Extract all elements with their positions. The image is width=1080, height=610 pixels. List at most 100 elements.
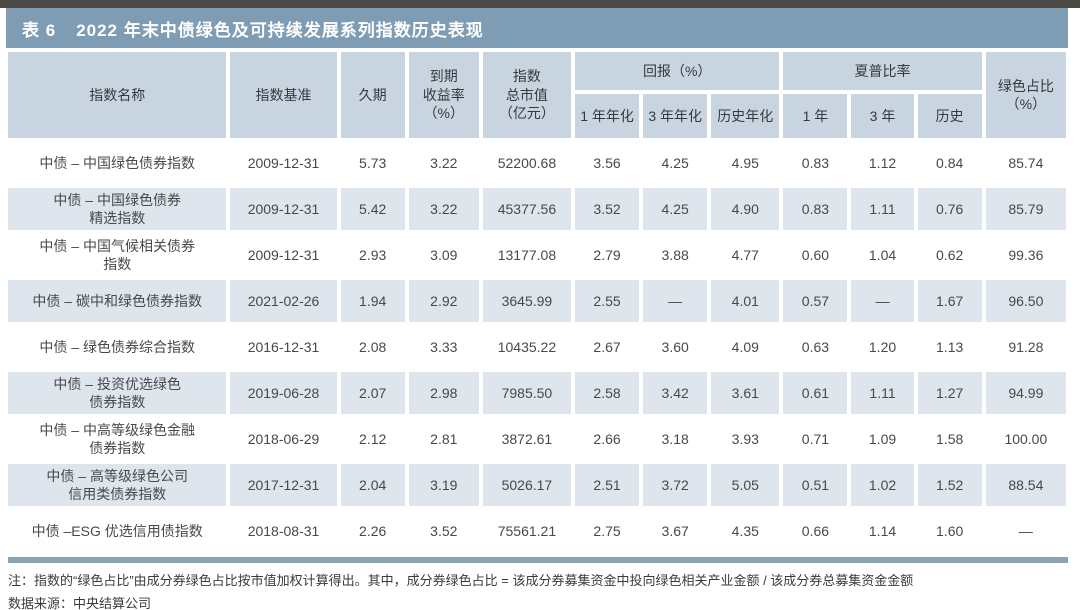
col-header-return-3y: 3 年年化 [643,94,708,138]
cell-sharpe-1y: 0.83 [783,188,848,230]
col-group-return: 回报（%） [575,52,780,90]
cell-sharpe-3y: 1.14 [851,510,914,552]
cell-market-value: 45377.56 [482,188,571,230]
cell-return-3y: 3.88 [643,234,708,276]
cell-sharpe-hist: 1.52 [917,464,982,506]
cell-duration: 2.04 [340,464,405,506]
col-group-sharpe: 夏普比率 [783,52,982,90]
cell-sharpe-1y: 0.83 [783,142,848,184]
cell-base-date: 2018-08-31 [230,510,337,552]
table-row: 中债 – 投资优选绿色 债券指数 2019-06-28 2.07 2.98 79… [8,372,1066,414]
header-row-groups: 指数名称 指数基准 久期 到期 收益率 （%） 指数 总市值 （亿元） 回报（%… [8,52,1066,138]
col-header-market-value: 指数 总市值 （亿元） [482,52,571,138]
cell-sharpe-hist: 0.84 [917,142,982,184]
cell-index-name: 中债 – 碳中和绿色债券指数 [8,280,227,322]
cell-green-ratio: 85.74 [985,142,1066,184]
cell-sharpe-3y: 1.12 [851,142,914,184]
cell-return-3y: 3.72 [643,464,708,506]
cell-ytm: 2.92 [408,280,479,322]
col-header-return-1y: 1 年年化 [575,94,640,138]
cell-sharpe-3y: 1.02 [851,464,914,506]
cell-return-hist: 5.05 [711,464,780,506]
cell-return-1y: 3.56 [575,142,640,184]
cell-sharpe-hist: 0.62 [917,234,982,276]
cell-market-value: 13177.08 [482,234,571,276]
cell-green-ratio: — [985,510,1066,552]
cell-base-date: 2019-06-28 [230,372,337,414]
cell-market-value: 10435.22 [482,326,571,368]
table-number-label: 表 6 [22,20,57,40]
cell-sharpe-3y: 1.04 [851,234,914,276]
cell-return-hist: 3.61 [711,372,780,414]
cell-sharpe-3y: — [851,280,914,322]
cell-duration: 5.42 [340,188,405,230]
cell-ytm: 3.09 [408,234,479,276]
cell-sharpe-1y: 0.60 [783,234,848,276]
table-bottom-rule [8,557,1068,563]
cell-return-1y: 3.52 [575,188,640,230]
cell-sharpe-3y: 1.11 [851,372,914,414]
col-header-green-ratio: 绿色占比 （%） [985,52,1066,138]
table-footnotes: 注：指数的“绿色占比”由成分券绿色占比按市值加权计算得出。其中，成分券绿色占比 … [8,570,1066,610]
cell-ytm: 3.19 [408,464,479,506]
cell-return-hist: 4.01 [711,280,780,322]
cell-sharpe-hist: 1.27 [917,372,982,414]
cell-return-hist: 4.90 [711,188,780,230]
cell-base-date: 2009-12-31 [230,142,337,184]
col-header-sharpe-1y: 1 年 [783,94,848,138]
cell-sharpe-1y: 0.66 [783,510,848,552]
cell-index-name: 中债 – 高等级绿色公司 信用类债券指数 [8,464,227,506]
col-header-duration: 久期 [340,52,405,138]
cell-market-value: 3872.61 [482,418,571,460]
cell-base-date: 2018-06-29 [230,418,337,460]
cell-duration: 5.73 [340,142,405,184]
cell-ytm: 3.22 [408,188,479,230]
cell-index-name: 中债 –ESG 优选信用债指数 [8,510,227,552]
cell-ytm: 2.81 [408,418,479,460]
data-source: 数据来源：中央结算公司 [8,595,152,610]
cell-market-value: 52200.68 [482,142,571,184]
col-header-index-name: 指数名称 [8,52,227,138]
cell-sharpe-hist: 0.76 [917,188,982,230]
table-row: 中债 – 中国绿色债券指数 2009-12-31 5.73 3.22 52200… [8,142,1066,184]
col-header-sharpe-hist: 历史 [917,94,982,138]
cell-green-ratio: 94.99 [985,372,1066,414]
cell-ytm: 3.22 [408,142,479,184]
cell-market-value: 3645.99 [482,280,571,322]
cell-sharpe-1y: 0.71 [783,418,848,460]
cell-index-name: 中债 – 投资优选绿色 债券指数 [8,372,227,414]
cell-return-hist: 4.77 [711,234,780,276]
col-header-sharpe-3y: 3 年 [851,94,914,138]
cell-return-1y: 2.66 [575,418,640,460]
cell-ytm: 3.52 [408,510,479,552]
cell-green-ratio: 96.50 [985,280,1066,322]
header-row-sub: 1 年年化 3 年年化 历史年化 1 年 3 年 历史 [8,94,1066,138]
cell-index-name: 中债 – 中国气候相关债券 指数 [8,234,227,276]
cell-return-1y: 2.75 [575,510,640,552]
cell-ytm: 2.98 [408,372,479,414]
cell-market-value: 75561.21 [482,510,571,552]
cell-return-1y: 2.79 [575,234,640,276]
cell-return-3y: 4.25 [643,142,708,184]
cell-green-ratio: 85.79 [985,188,1066,230]
cell-duration: 1.94 [340,280,405,322]
cell-green-ratio: 91.28 [985,326,1066,368]
col-header-base-date: 指数基准 [230,52,337,138]
cell-return-hist: 3.93 [711,418,780,460]
cell-base-date: 2017-12-31 [230,464,337,506]
cell-sharpe-1y: 0.63 [783,326,848,368]
cell-duration: 2.26 [340,510,405,552]
cell-return-3y: 3.60 [643,326,708,368]
cell-return-3y: 4.25 [643,188,708,230]
cell-return-hist: 4.95 [711,142,780,184]
table-row: 中债 –ESG 优选信用债指数 2018-08-31 2.26 3.52 755… [8,510,1066,552]
cell-return-1y: 2.58 [575,372,640,414]
col-header-ytm: 到期 收益率 （%） [408,52,479,138]
table-row: 中债 – 中国绿色债券 精选指数 2009-12-31 5.42 3.22 45… [8,188,1066,230]
cell-index-name: 中债 – 中国绿色债券指数 [8,142,227,184]
table-row: 中债 – 高等级绿色公司 信用类债券指数 2017-12-31 2.04 3.1… [8,464,1066,506]
cell-sharpe-1y: 0.57 [783,280,848,322]
cell-base-date: 2016-12-31 [230,326,337,368]
cell-base-date: 2009-12-31 [230,188,337,230]
